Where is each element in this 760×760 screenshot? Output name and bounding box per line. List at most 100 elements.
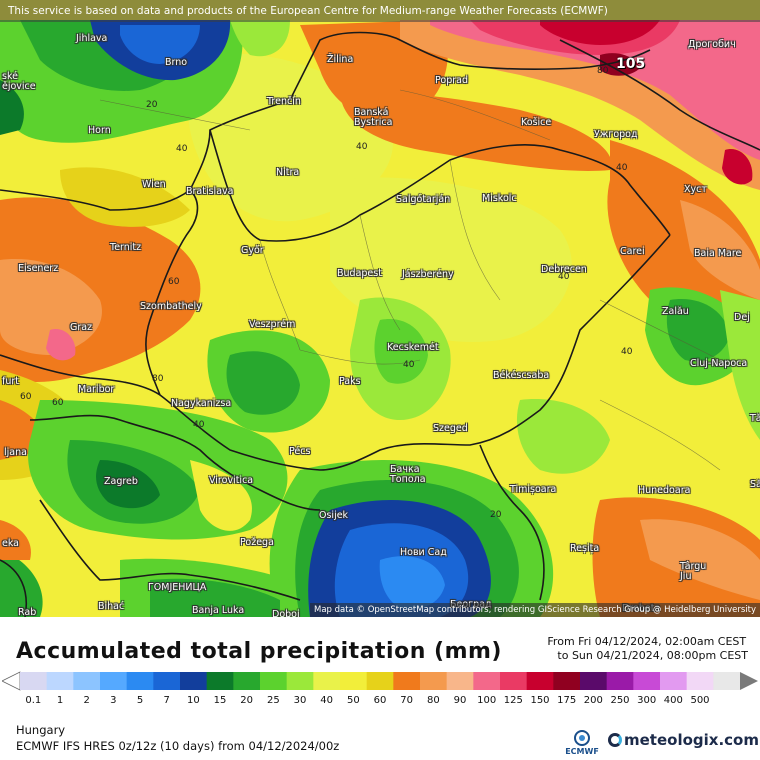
colorbar-tick-label: 3 bbox=[110, 695, 117, 706]
city-name: Veszprém bbox=[249, 319, 296, 330]
city-label: Debrecen bbox=[541, 265, 587, 275]
precipitation-map[interactable]: This service is based on data and produc… bbox=[0, 0, 760, 617]
colorbar-tick-label: 1 bbox=[56, 695, 64, 706]
period-from: From Fri 04/12/2024, 02:00am CEST bbox=[547, 635, 747, 648]
colorbar-cell bbox=[580, 672, 608, 690]
city-name: Nitra bbox=[276, 167, 300, 178]
city-label: Trenčín bbox=[267, 97, 301, 107]
city-label: ГОМЈЕНИЦА bbox=[148, 583, 206, 593]
colorbar-ticks: 0.1 1 2 3 5 7 10 15 20 25 30 40 50 60 70 80 90 100 125 150 1… bbox=[0, 695, 760, 709]
contour-value-label: 60 bbox=[168, 277, 180, 287]
city-label: eka bbox=[2, 539, 19, 549]
city-label: Reșița bbox=[570, 544, 599, 554]
colorbar-cell bbox=[606, 672, 634, 690]
city-name: Jiu bbox=[680, 571, 692, 582]
city-label: Jihlava bbox=[76, 34, 107, 44]
city-name: Košice bbox=[521, 117, 552, 128]
colorbar-tick-label: 500 bbox=[690, 695, 710, 706]
colorbar-cell bbox=[286, 672, 314, 690]
contour-value-label: 40 bbox=[621, 347, 633, 357]
city-name: Дрогобич bbox=[688, 39, 736, 50]
contour-value-label: 60 bbox=[52, 398, 64, 408]
period-to: to Sun 04/21/2024, 08:00pm CEST bbox=[557, 649, 748, 662]
city-label: Veszprém bbox=[249, 320, 295, 330]
colorbar-cell bbox=[366, 672, 394, 690]
ecmwf-logo-text: ECMWF bbox=[565, 747, 599, 756]
meteologix-icon bbox=[608, 733, 622, 747]
city-name: eka bbox=[2, 538, 20, 549]
city-name: ějovice bbox=[2, 81, 36, 92]
colorbar-tick-label: 300 bbox=[637, 695, 657, 706]
city-label: Târgu Jiu bbox=[680, 562, 706, 582]
city-label: Să bbox=[750, 480, 760, 490]
meteologix-logo[interactable]: meteologix.com bbox=[608, 731, 759, 749]
city-label: Paks bbox=[339, 377, 361, 387]
colorbar-tick-label: 70 bbox=[400, 695, 414, 706]
colorbar-tick-label: 400 bbox=[663, 695, 683, 706]
city-label: Nitra bbox=[276, 168, 299, 178]
colorbar-cell bbox=[686, 672, 714, 690]
colorbar-tick-label: 40 bbox=[320, 695, 334, 706]
city-name: Paks bbox=[339, 376, 361, 387]
city-label: Horn bbox=[88, 126, 111, 136]
colorbar-cell bbox=[100, 672, 128, 690]
colorbar-tick-label: 250 bbox=[610, 695, 630, 706]
city-label: Cluj-Napoca bbox=[690, 359, 747, 369]
city-name: Бачка bbox=[390, 464, 420, 475]
city-name: Ternitz bbox=[110, 242, 142, 253]
city-label: Graz bbox=[70, 323, 92, 333]
city-name: ské bbox=[2, 71, 18, 82]
colorbar-cell bbox=[446, 672, 474, 690]
city-name: Salgótarján bbox=[396, 194, 451, 205]
city-name: Bihać bbox=[98, 601, 125, 612]
city-name: Kecskemét bbox=[387, 342, 439, 353]
city-label: Baia Mare bbox=[694, 249, 741, 259]
contour-value-label: 40 bbox=[356, 142, 368, 152]
city-label: Jászberény bbox=[402, 270, 454, 280]
city-name: Nagykanizsa bbox=[171, 398, 232, 409]
city-name: Zalău bbox=[662, 306, 689, 317]
city-label: Ternitz bbox=[110, 243, 141, 253]
forecast-period: From Fri 04/12/2024, 02:00am CEST to Sun… bbox=[547, 635, 748, 663]
city-name: Žilina bbox=[327, 54, 354, 65]
colorbar-cell bbox=[206, 672, 234, 690]
colorbar-tick-label: 200 bbox=[583, 695, 603, 706]
city-label: Virovitica bbox=[209, 476, 253, 486]
city-name: Brno bbox=[165, 57, 188, 68]
city-label: Hunedoara bbox=[638, 486, 690, 496]
city-label: Doboj bbox=[272, 610, 300, 618]
city-label: ljana bbox=[4, 448, 27, 458]
city-label: Győr bbox=[241, 246, 264, 256]
city-label: Békéscsaba bbox=[493, 371, 549, 381]
colorbar-cell bbox=[180, 672, 208, 690]
colorbar-min-arrow bbox=[2, 671, 21, 691]
colorbar-tick-label: 25 bbox=[266, 695, 280, 706]
city-label: Banská Bystrica bbox=[354, 108, 392, 128]
city-name: Jihlava bbox=[76, 33, 108, 44]
colorbar-cell bbox=[313, 672, 341, 690]
colorbar-tick-label: 20 bbox=[240, 695, 254, 706]
city-label: Nagykanizsa bbox=[171, 399, 231, 409]
colorbar-cell bbox=[553, 672, 581, 690]
city-name: Jászberény bbox=[402, 269, 454, 280]
city-name: Baia Mare bbox=[694, 248, 742, 259]
colorbar-tick-label: 100 bbox=[477, 695, 497, 706]
colorbar-cell bbox=[126, 672, 154, 690]
city-name: Bratislava bbox=[186, 186, 234, 197]
city-label: Žilina bbox=[327, 55, 353, 65]
city-label: Rab bbox=[18, 608, 36, 618]
city-name: Banja Luka bbox=[192, 605, 245, 616]
city-name: Požega bbox=[240, 537, 274, 548]
city-name: Szeged bbox=[433, 423, 468, 434]
map-attribution[interactable]: Map data © OpenStreetMap contributors, r… bbox=[310, 603, 760, 617]
city-name: Debrecen bbox=[541, 264, 587, 275]
contour-value-label: 40 bbox=[616, 163, 628, 173]
city-name: Banská bbox=[354, 107, 389, 118]
city-label: Dej bbox=[734, 313, 750, 323]
city-name: Tă bbox=[750, 413, 760, 424]
city-name: Cluj-Napoca bbox=[690, 358, 748, 369]
city-label: Бачка Топола bbox=[390, 465, 426, 485]
ecmwf-logo[interactable]: ECMWF bbox=[560, 729, 604, 757]
max-value-label: 105 bbox=[616, 56, 646, 72]
